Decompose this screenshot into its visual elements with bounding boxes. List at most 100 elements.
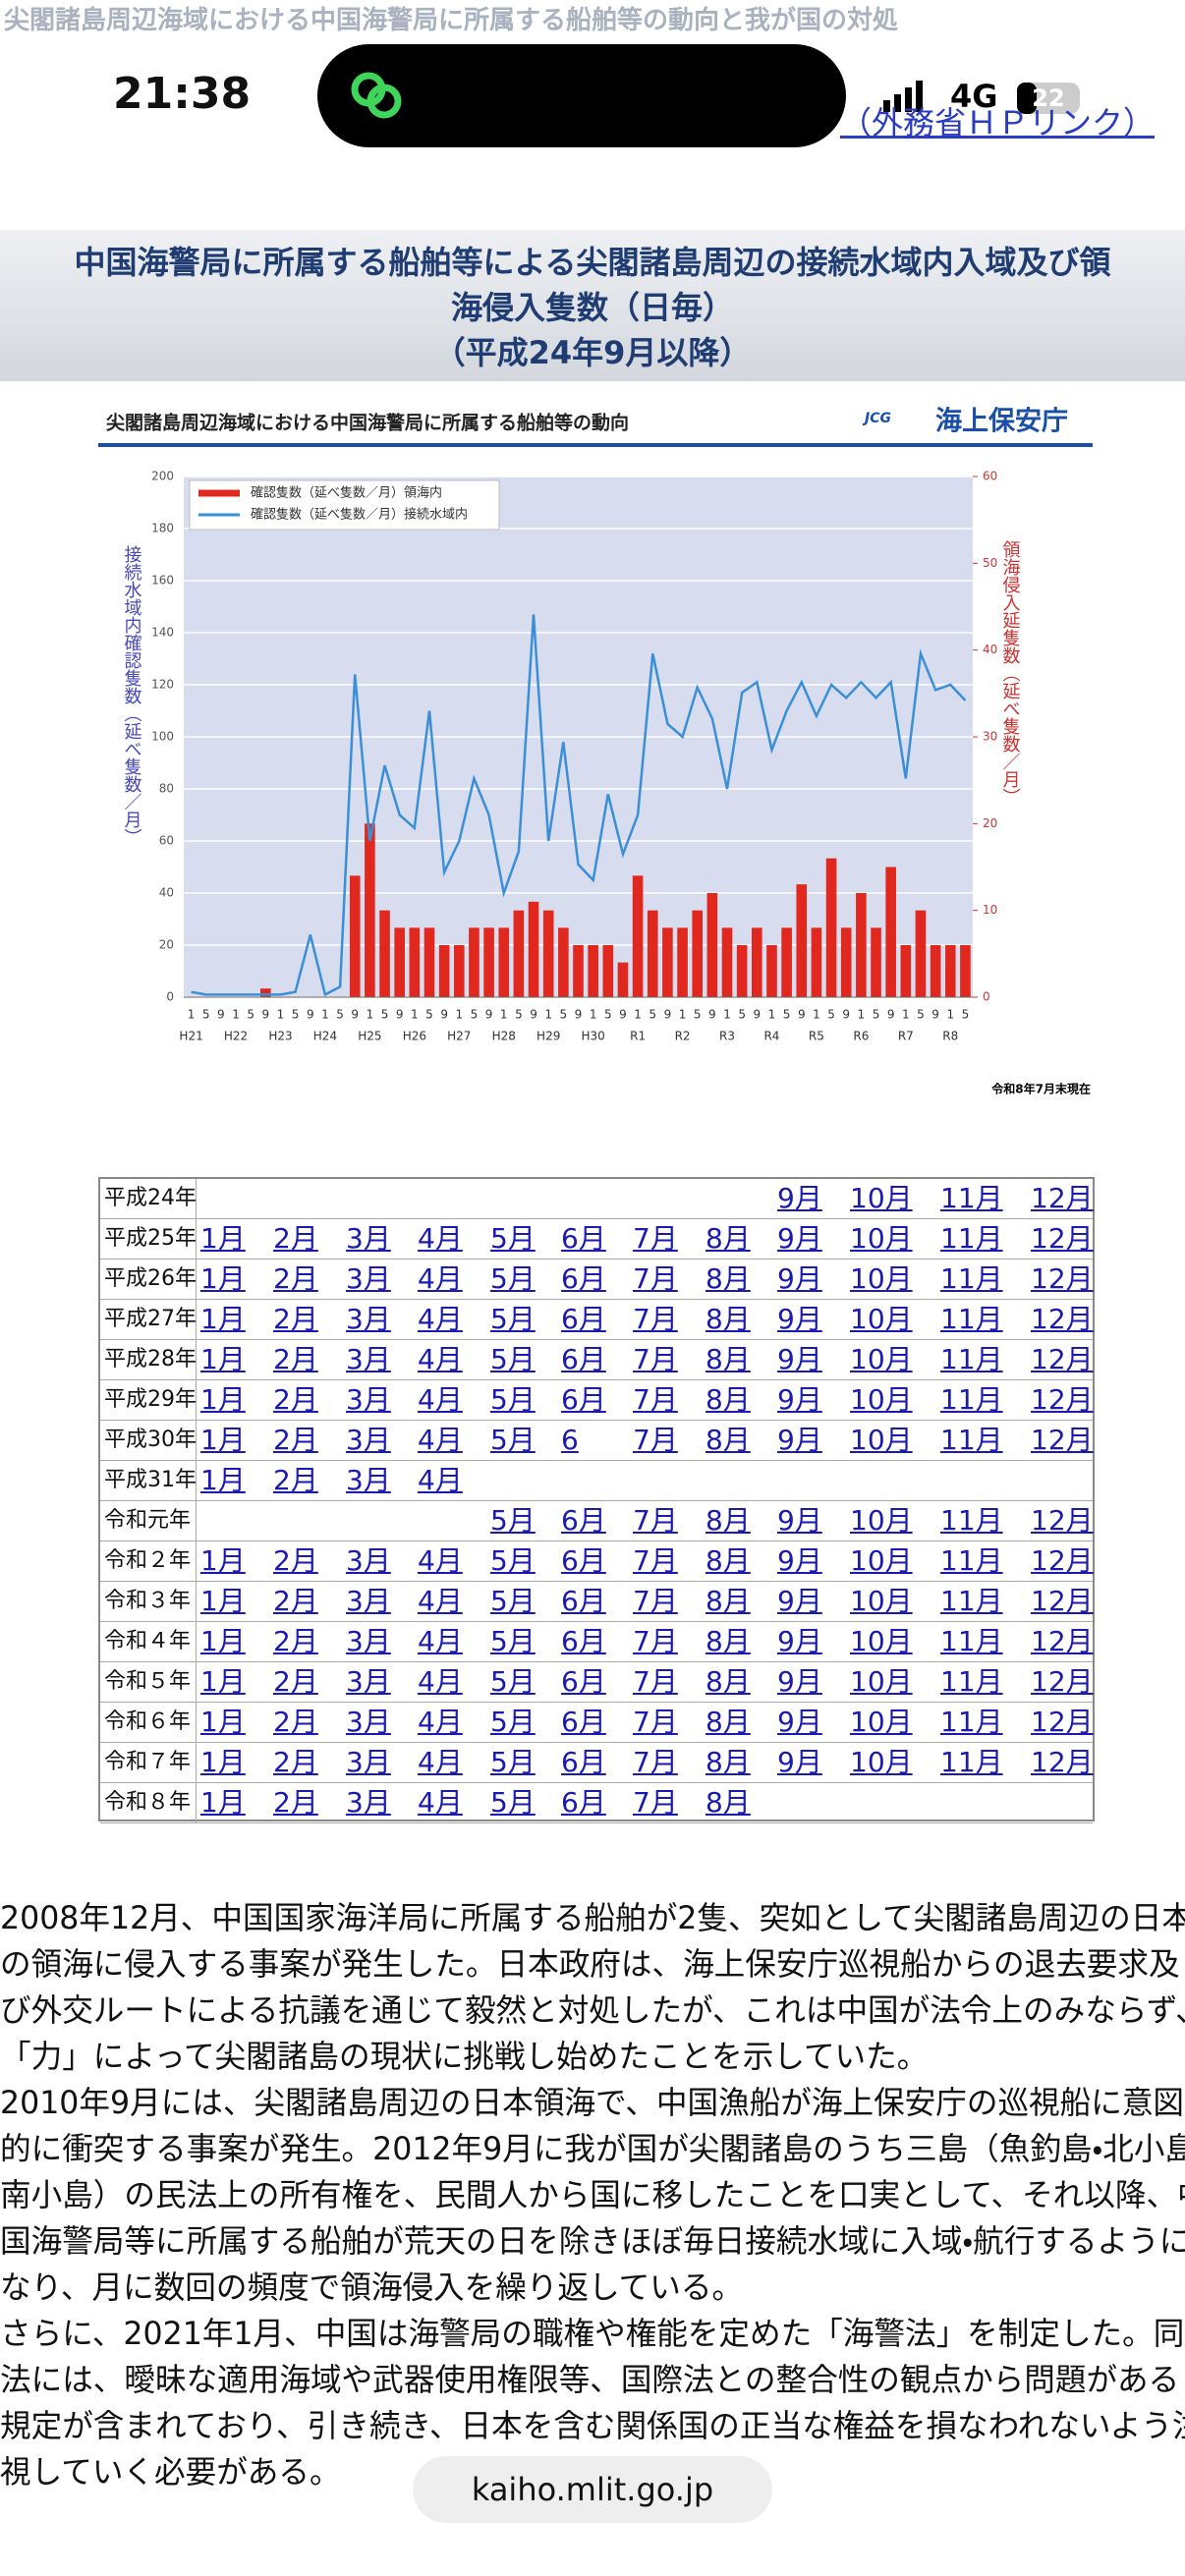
month-link[interactable]: 12月 — [1031, 1262, 1094, 1295]
month-link[interactable]: 4月 — [418, 1786, 463, 1819]
month-link[interactable]: 8月 — [705, 1262, 751, 1295]
month-link[interactable]: 8月 — [705, 1424, 751, 1456]
month-link[interactable]: 1月 — [200, 1544, 246, 1577]
month-link[interactable]: 7月 — [633, 1343, 678, 1375]
month-link[interactable]: 9月 — [777, 1706, 822, 1738]
month-link[interactable]: 12月 — [1031, 1665, 1094, 1698]
month-link[interactable]: 4月 — [418, 1303, 463, 1335]
month-link[interactable]: 1月 — [200, 1464, 246, 1496]
month-link[interactable]: 2月 — [273, 1464, 318, 1496]
month-link[interactable]: 9月 — [777, 1585, 822, 1617]
month-link[interactable]: 7月 — [633, 1625, 678, 1657]
month-link[interactable]: 7月 — [633, 1383, 678, 1416]
month-link[interactable]: 6月 — [561, 1343, 606, 1375]
month-link[interactable]: 7月 — [633, 1706, 678, 1738]
month-link[interactable]: 4月 — [418, 1424, 463, 1456]
month-link[interactable]: 1月 — [200, 1222, 246, 1255]
month-link[interactable]: 2月 — [273, 1303, 318, 1335]
month-link[interactable]: 5月 — [490, 1222, 536, 1255]
month-link[interactable]: 1月 — [200, 1383, 246, 1416]
month-link[interactable]: 8月 — [705, 1343, 751, 1375]
month-link[interactable]: 11月 — [940, 1303, 1003, 1335]
month-link[interactable]: 12月 — [1031, 1343, 1094, 1375]
month-link[interactable]: 10月 — [850, 1222, 913, 1255]
month-link[interactable]: 6月 — [561, 1625, 606, 1657]
month-link[interactable]: 8月 — [705, 1585, 751, 1617]
month-link[interactable]: 8月 — [705, 1544, 751, 1577]
month-link[interactable]: 9月 — [777, 1665, 822, 1698]
month-link[interactable]: 6月 — [561, 1786, 606, 1819]
month-link[interactable]: 11月 — [940, 1504, 1003, 1537]
month-link[interactable]: 8月 — [705, 1786, 751, 1819]
month-link[interactable]: 7月 — [633, 1585, 678, 1617]
month-link[interactable]: 10月 — [850, 1424, 913, 1456]
month-link[interactable]: 1月 — [200, 1625, 246, 1657]
month-link[interactable]: 6月 — [561, 1706, 606, 1738]
month-link[interactable]: 12月 — [1031, 1585, 1094, 1617]
month-link[interactable]: 5月 — [490, 1706, 536, 1738]
month-link[interactable]: 7月 — [633, 1424, 678, 1456]
month-link[interactable]: 7月 — [633, 1222, 678, 1255]
month-link[interactable]: 4月 — [418, 1746, 463, 1778]
month-link[interactable]: 5月 — [490, 1504, 536, 1537]
month-link[interactable]: 6月 — [561, 1303, 606, 1335]
month-link[interactable]: 12月 — [1031, 1303, 1094, 1335]
month-link[interactable]: 10月 — [850, 1383, 913, 1416]
month-link[interactable]: 4月 — [418, 1262, 463, 1295]
month-link[interactable]: 5月 — [490, 1625, 536, 1657]
month-link[interactable]: 11月 — [940, 1625, 1003, 1657]
month-link[interactable]: 7月 — [633, 1262, 678, 1295]
month-link[interactable]: 12月 — [1031, 1182, 1094, 1214]
month-link[interactable]: 2月 — [273, 1665, 318, 1698]
month-link[interactable]: 9月 — [777, 1182, 822, 1214]
month-link[interactable]: 4月 — [418, 1585, 463, 1617]
month-link[interactable]: 9月 — [777, 1746, 822, 1778]
month-link[interactable]: 1月 — [200, 1786, 246, 1819]
month-link[interactable]: 10月 — [850, 1262, 913, 1295]
month-link[interactable]: 12月 — [1031, 1222, 1094, 1255]
month-link[interactable]: 11月 — [940, 1424, 1003, 1456]
month-link[interactable]: 6月 — [561, 1222, 606, 1255]
month-link[interactable]: 8月 — [705, 1665, 751, 1698]
month-link[interactable]: 10月 — [850, 1182, 913, 1214]
month-link[interactable]: 6月 — [561, 1544, 606, 1577]
month-link[interactable]: 11月 — [940, 1383, 1003, 1416]
month-link[interactable]: 3月 — [346, 1786, 391, 1819]
month-link[interactable]: 11月 — [940, 1746, 1003, 1778]
month-link[interactable]: 5月 — [490, 1262, 536, 1295]
month-link[interactable]: 6月 — [561, 1746, 606, 1778]
month-link[interactable]: 6 — [561, 1424, 579, 1456]
month-link[interactable]: 4月 — [418, 1625, 463, 1657]
month-link[interactable]: 9月 — [777, 1262, 822, 1295]
url-bar[interactable]: kaiho.mlit.go.jp — [413, 2456, 772, 2523]
month-link[interactable]: 1月 — [200, 1424, 246, 1456]
month-link[interactable]: 3月 — [346, 1665, 391, 1698]
month-link[interactable]: 2月 — [273, 1786, 318, 1819]
month-link[interactable]: 10月 — [850, 1706, 913, 1738]
month-link[interactable]: 12月 — [1031, 1504, 1094, 1537]
month-link[interactable]: 12月 — [1031, 1746, 1094, 1778]
month-link[interactable]: 11月 — [940, 1182, 1003, 1214]
month-link[interactable]: 3月 — [346, 1464, 391, 1496]
month-link[interactable]: 2月 — [273, 1706, 318, 1738]
month-link[interactable]: 11月 — [940, 1585, 1003, 1617]
month-link[interactable]: 3月 — [346, 1746, 391, 1778]
month-link[interactable]: 6月 — [561, 1383, 606, 1416]
month-link[interactable]: 3月 — [346, 1625, 391, 1657]
month-link[interactable]: 5月 — [490, 1424, 536, 1456]
month-link[interactable]: 9月 — [777, 1303, 822, 1335]
month-link[interactable]: 8月 — [705, 1625, 751, 1657]
month-link[interactable]: 6月 — [561, 1504, 606, 1537]
month-link[interactable]: 10月 — [850, 1343, 913, 1375]
month-link[interactable]: 5月 — [490, 1544, 536, 1577]
month-link[interactable]: 10月 — [850, 1585, 913, 1617]
month-link[interactable]: 11月 — [940, 1665, 1003, 1698]
month-link[interactable]: 4月 — [418, 1706, 463, 1738]
month-link[interactable]: 8月 — [705, 1222, 751, 1255]
month-link[interactable]: 2月 — [273, 1343, 318, 1375]
month-link[interactable]: 5月 — [490, 1343, 536, 1375]
month-link[interactable]: 11月 — [940, 1706, 1003, 1738]
month-link[interactable]: 9月 — [777, 1343, 822, 1375]
month-link[interactable]: 4月 — [418, 1544, 463, 1577]
month-link[interactable]: 2月 — [273, 1262, 318, 1295]
